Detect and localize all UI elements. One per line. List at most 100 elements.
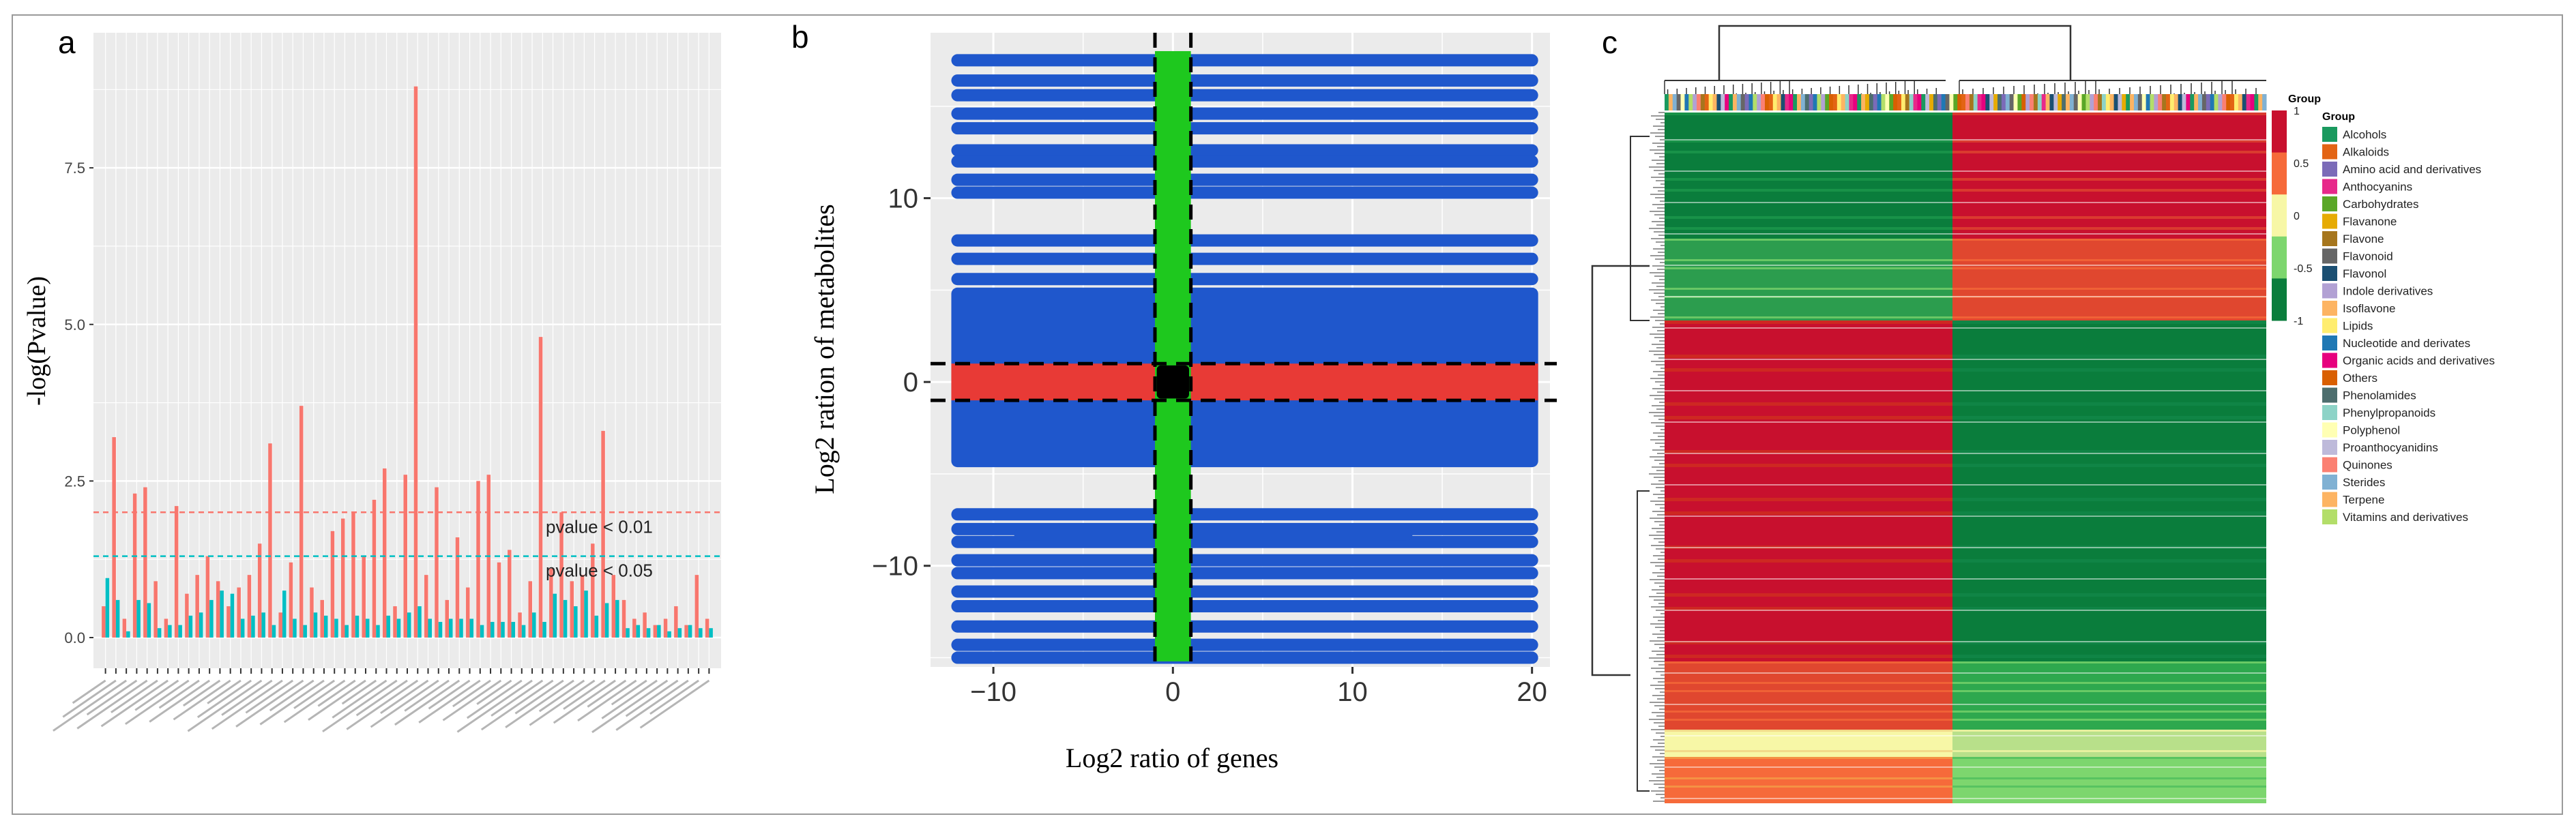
bar-series2	[323, 615, 328, 638]
legend-swatch	[2322, 213, 2337, 229]
x-category-label	[259, 679, 325, 726]
heatmap-row	[1952, 151, 2266, 153]
annotation-cell	[2201, 94, 2207, 110]
x-category-label	[625, 679, 679, 717]
bar-series2	[584, 591, 588, 638]
annotation-cell	[1785, 94, 1789, 110]
annotation-cell	[2053, 94, 2058, 110]
heatmap-block	[1952, 730, 2266, 757]
x-category-label	[355, 679, 408, 717]
bar-series2	[418, 606, 422, 638]
x-tick-label: −10	[970, 677, 1016, 707]
annotation-cell	[2081, 94, 2086, 110]
annotation-cell	[2214, 94, 2219, 110]
legend-swatch	[2322, 196, 2337, 211]
bar-series2	[491, 622, 495, 638]
heatmap-row	[1952, 227, 2266, 230]
heatmap-row	[1665, 216, 1952, 219]
bar-series1	[289, 562, 293, 638]
heatmap-row	[1952, 320, 2266, 324]
bar-series2	[709, 628, 713, 638]
legend-label: Sterides	[2343, 476, 2385, 489]
legend-swatch	[2322, 162, 2337, 177]
blue-point-row	[951, 620, 1538, 633]
dendrogram-branch	[1591, 265, 1650, 676]
annotation-cell	[1736, 94, 1742, 110]
annotation-cell	[2262, 94, 2267, 110]
heatmap-row	[1665, 690, 1952, 692]
annotation-cell	[1768, 94, 1774, 110]
bar-series1	[424, 575, 428, 638]
bar-series1	[247, 575, 252, 638]
x-category-label	[182, 679, 221, 707]
bar-series1	[663, 618, 668, 638]
bar-series1	[257, 543, 262, 638]
blue-point-row	[951, 600, 1538, 613]
bar-series1	[278, 612, 282, 638]
annotation-cell	[2178, 94, 2183, 110]
panel-c-legend-title: Group	[2322, 111, 2355, 123]
colorbar-tick-label: 0.5	[2294, 158, 2309, 170]
annotation-cell	[1793, 94, 1798, 110]
annotation-cell	[1921, 94, 1926, 110]
annotation-cell	[1704, 94, 1710, 110]
x-category-label	[341, 679, 377, 705]
legend-swatch	[2322, 370, 2337, 385]
annotation-cell	[1693, 94, 1697, 110]
x-category-label	[221, 679, 273, 716]
annotation-cell	[1772, 94, 1778, 110]
annotation-cell	[2137, 94, 2143, 110]
heatmap-row	[1952, 786, 2266, 788]
x-category-label	[332, 679, 387, 719]
panel-a-bars	[102, 86, 713, 638]
legend-label: Terpene	[2343, 494, 2384, 507]
bar-series2	[511, 622, 516, 638]
heatmap-row	[1952, 655, 2266, 658]
bar-series2	[293, 618, 297, 638]
legend-swatch	[2322, 231, 2337, 246]
bar-series2	[313, 612, 318, 638]
annotation-cell	[2133, 94, 2139, 110]
x-category-label	[158, 679, 200, 709]
annotation-cell	[2150, 94, 2154, 110]
heatmap-block	[1952, 239, 2266, 320]
bar-series2	[626, 628, 630, 638]
annotation-cell	[1765, 94, 1770, 110]
annotation-cell	[2058, 94, 2062, 110]
bar-series1	[237, 587, 241, 638]
annotation-cell	[1969, 94, 1974, 110]
annotation-cell	[1697, 94, 1701, 110]
annotation-cell	[1797, 94, 1802, 110]
bar-series1	[132, 493, 137, 638]
legend-label: Proanthocyanidins	[2343, 441, 2438, 454]
bar-series1	[694, 575, 699, 638]
x-category-label	[601, 679, 658, 719]
panel-c-colorbar-title: Group	[2288, 93, 2321, 105]
x-category-label	[100, 679, 169, 728]
bar-series1	[653, 625, 658, 638]
legend-swatch	[2322, 144, 2337, 160]
blue-point-row	[951, 585, 1538, 598]
bar-series2	[334, 618, 338, 638]
blue-point-row	[951, 107, 1538, 120]
bar-series1	[226, 606, 231, 638]
annotation-cell	[2258, 94, 2263, 110]
heatmap-row	[1952, 416, 2266, 419]
annotation-cell	[1897, 94, 1902, 110]
panel-a-y-ticks: 0.0 2.5 5.0 7.5	[64, 160, 93, 646]
annotation-cell	[1937, 94, 1942, 110]
panel-a-y-axis-label: -log(Pvalue)	[23, 276, 51, 406]
annotation-cell	[1725, 94, 1729, 110]
bar-series1	[185, 593, 189, 638]
heatmap-row	[1665, 750, 1952, 752]
bar-series1	[216, 581, 220, 638]
x-category-label	[587, 679, 627, 708]
bar-series2	[428, 618, 432, 638]
bar-series2	[677, 628, 682, 638]
heatmap-row	[1665, 786, 1952, 788]
heatmap-block	[1952, 320, 2266, 661]
annotation-cell	[2025, 94, 2030, 110]
x-category-label	[442, 679, 502, 721]
annotation-cell	[2206, 94, 2211, 110]
